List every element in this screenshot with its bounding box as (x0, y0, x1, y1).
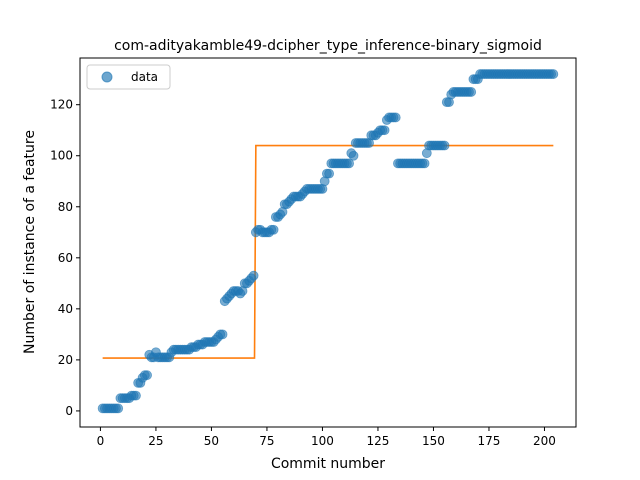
data-point (268, 224, 279, 235)
data-point (439, 140, 450, 151)
y-tick-label: 120 (50, 98, 73, 112)
x-tick-label: 100 (311, 434, 334, 448)
data-point (348, 150, 359, 161)
legend-box (86, 64, 171, 90)
y-tick-label: 60 (58, 251, 73, 265)
data-point (379, 125, 390, 136)
data-point (248, 270, 259, 281)
y-tick-label: 0 (65, 404, 73, 418)
data-point (131, 390, 141, 401)
fit-line-layer (102, 144, 554, 359)
y-tick-label: 80 (58, 200, 73, 214)
x-tick-label: 0 (97, 434, 105, 448)
y-axis-ticks: 0 20 40 60 80 100 120 (50, 98, 80, 418)
axes-frame (79, 57, 577, 428)
fit-line (102, 144, 554, 359)
y-tick-label: 40 (58, 302, 73, 316)
x-tick-label: 25 (148, 434, 163, 448)
data-points-layer (97, 69, 559, 414)
x-tick-label: 125 (367, 434, 390, 448)
data-point (466, 87, 477, 97)
x-tick-label: 200 (533, 434, 556, 448)
x-axis-ticks: 0 25 50 75 100 125 150 175 200 (97, 427, 556, 448)
legend: data (86, 64, 171, 90)
y-tick-label: 100 (50, 149, 73, 163)
chart-title: com-adityakamble49-dcipher_type_inferenc… (114, 38, 542, 54)
x-tick-label: 75 (259, 434, 274, 448)
legend-marker-data (101, 71, 113, 83)
x-tick-label: 175 (478, 434, 501, 448)
data-point (390, 112, 401, 123)
data-point (142, 370, 152, 381)
plot-area (79, 57, 577, 428)
x-axis-title: Commit number (271, 456, 385, 472)
data-point (548, 69, 559, 79)
y-tick-label: 20 (58, 353, 73, 367)
data-point (344, 158, 354, 169)
y-axis-title: Number of instance of a feature (22, 130, 38, 354)
data-point (113, 403, 124, 414)
data-point (217, 329, 228, 340)
x-tick-label: 150 (422, 434, 445, 448)
x-tick-label: 50 (204, 434, 219, 448)
data-point (324, 168, 335, 179)
legend-label-data: data (131, 70, 158, 84)
data-point (419, 158, 430, 169)
